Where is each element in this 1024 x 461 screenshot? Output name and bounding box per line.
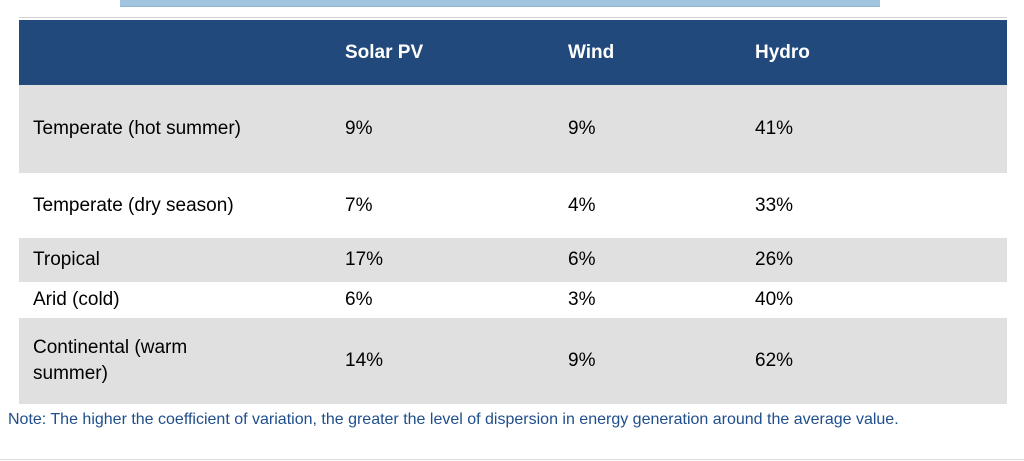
cell-wind: 3%	[568, 289, 596, 310]
cell-wind: 9%	[568, 350, 596, 371]
table-top-border	[19, 17, 1007, 18]
header-solar-pv: Solar PV	[345, 41, 424, 63]
cell-hydro: 62%	[755, 350, 794, 371]
coefficient-of-variation-table: Solar PV Wind Hydro Temperate (hot summe…	[19, 20, 1007, 404]
cell-solar-pv: 7%	[345, 194, 373, 216]
cell-solar-pv: 17%	[345, 249, 384, 270]
cell-wind: 4%	[568, 194, 596, 216]
header-hydro: Hydro	[755, 41, 810, 63]
cell-hydro: 33%	[755, 194, 794, 216]
header-wind: Wind	[568, 41, 615, 63]
header-empty	[19, 20, 345, 85]
note-text: Note: The higher the coefficient of vari…	[8, 411, 899, 428]
table-row: Temperate (hot summer) 9% 9% 41%	[19, 85, 1007, 173]
cell-solar-pv: 9%	[345, 118, 373, 139]
cell-solar-pv: 6%	[345, 289, 373, 310]
table-row: Tropical 17% 6% 26%	[19, 238, 1007, 282]
figure-bottom-border	[0, 459, 1024, 460]
row-label: Temperate (hot summer)	[33, 118, 242, 139]
row-label: Tropical	[33, 249, 100, 270]
row-label: Temperate (dry season)	[33, 194, 234, 216]
cell-hydro: 26%	[755, 249, 794, 270]
cell-wind: 9%	[568, 118, 596, 139]
row-label: Arid (cold)	[33, 289, 120, 310]
cell-solar-pv: 14%	[345, 350, 384, 371]
row-label: Continental (warm summer)	[33, 337, 188, 384]
cell-hydro: 40%	[755, 289, 794, 310]
table-row: Temperate (dry season) 7% 4% 33%	[19, 173, 1007, 238]
table-row: Arid (cold) 6% 3% 40%	[19, 282, 1007, 318]
header-row: Solar PV Wind Hydro	[19, 20, 1007, 85]
cropped-chart-strip	[120, 0, 880, 7]
cell-wind: 6%	[568, 249, 596, 270]
table-row: Continental (warm summer) 14% 9% 62%	[19, 318, 1007, 404]
cell-hydro: 41%	[755, 118, 794, 139]
